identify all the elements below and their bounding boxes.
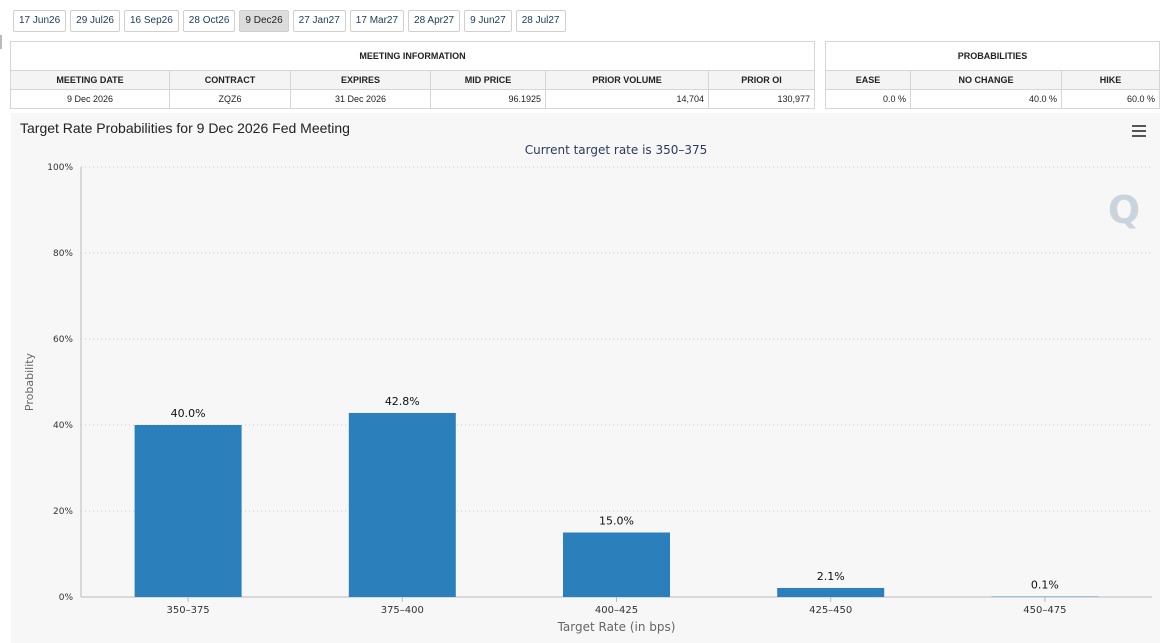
chart-title: Target Rate Probabilities for 9 Dec 2026… [20, 120, 350, 136]
header-prior-volume: PRIOR VOLUME [545, 70, 709, 90]
ease-value: 0.0 % [825, 89, 911, 109]
tab-meeting-date[interactable]: 17 Mar27 [349, 10, 405, 32]
x-tick-label: 375–400 [381, 605, 424, 616]
watermark-logo-icon: Q [1108, 188, 1140, 232]
y-tick-label: 40% [53, 421, 73, 431]
meeting-date-tabs: 17 Jun26 29 Jul26 16 Sep26 28 Oct26 9 Dec26 2… [13, 10, 566, 32]
x-tick-label: 425–450 [809, 605, 852, 616]
header-contract: CONTRACT [169, 70, 291, 90]
y-tick-label: 60% [53, 335, 73, 345]
probabilities-table: PROBABILITIES EASE NO CHANGE HIKE 0.0 % … [825, 41, 1160, 109]
bar [777, 587, 885, 597]
meeting-information-title: MEETING INFORMATION [10, 41, 815, 71]
y-axis-label: Probability [23, 352, 36, 411]
data-label: 40.0% [171, 407, 206, 420]
prior-volume-value: 14,704 [545, 89, 709, 109]
mid-price-value: 96.1925 [430, 89, 546, 109]
probabilities-title: PROBABILITIES [825, 41, 1160, 71]
tab-meeting-date[interactable]: 27 Jan27 [292, 10, 346, 32]
no-change-value: 40.0 % [910, 89, 1062, 109]
y-tick-label: 0% [59, 593, 74, 603]
data-label: 2.1% [817, 570, 845, 583]
x-axis-label: Target Rate (in bps) [557, 620, 676, 634]
expires-value: 31 Dec 2026 [290, 89, 431, 109]
y-tick-label: 80% [53, 249, 73, 259]
bar-chart: 0% 20% 40% 60% 80% 100% Probability 40.0% 350–37… [23, 163, 1152, 634]
meeting-date-value: 9 Dec 2026 [10, 89, 170, 109]
header-ease: EASE [825, 70, 911, 90]
tab-meeting-date[interactable]: 16 Sep26 [123, 10, 179, 32]
y-tick-label: 100% [47, 163, 73, 173]
tab-meeting-date[interactable]: 28 Jul27 [515, 10, 566, 32]
hamburger-menu-icon[interactable] [1132, 125, 1146, 137]
hike-value: 60.0 % [1061, 89, 1160, 109]
y-tick-label: 20% [53, 507, 73, 517]
left-edge-marker [0, 35, 2, 49]
chart-subtitle: Current target rate is 350–375 [524, 143, 708, 157]
bar [134, 425, 242, 597]
x-tick-label: 350–375 [167, 605, 210, 616]
x-tick-label: 450–475 [1023, 605, 1066, 616]
header-mid-price: MID PRICE [430, 70, 546, 90]
header-meeting-date: MEETING DATE [10, 70, 170, 90]
header-expires: EXPIRES [290, 70, 431, 90]
data-label: 15.0% [599, 515, 634, 528]
bar [348, 412, 456, 597]
meeting-information-table: MEETING INFORMATION MEETING DATE CONTRAC… [10, 41, 815, 109]
chart-container: Target Rate Probabilities for 9 Dec 2026… [11, 113, 1160, 643]
data-label: 42.8% [385, 395, 420, 408]
prior-oi-value: 130,977 [708, 89, 815, 109]
tab-meeting-date[interactable]: 29 Jul26 [70, 10, 120, 32]
data-label: 0.1% [1031, 579, 1059, 592]
header-prior-oi: PRIOR OI [708, 70, 815, 90]
header-no-change: NO CHANGE [910, 70, 1062, 90]
tab-meeting-date[interactable]: 17 Jun26 [13, 10, 67, 32]
tab-meeting-date[interactable]: 28 Oct26 [182, 10, 236, 32]
contract-value: ZQZ6 [169, 89, 291, 109]
tab-meeting-date[interactable]: 9 Jun27 [464, 10, 512, 32]
bar [563, 532, 670, 597]
tab-meeting-date[interactable]: 9 Dec26 [239, 10, 289, 32]
x-tick-label: 400–425 [595, 605, 638, 616]
header-hike: HIKE [1061, 70, 1160, 90]
tab-meeting-date[interactable]: 28 Apr27 [408, 10, 461, 32]
